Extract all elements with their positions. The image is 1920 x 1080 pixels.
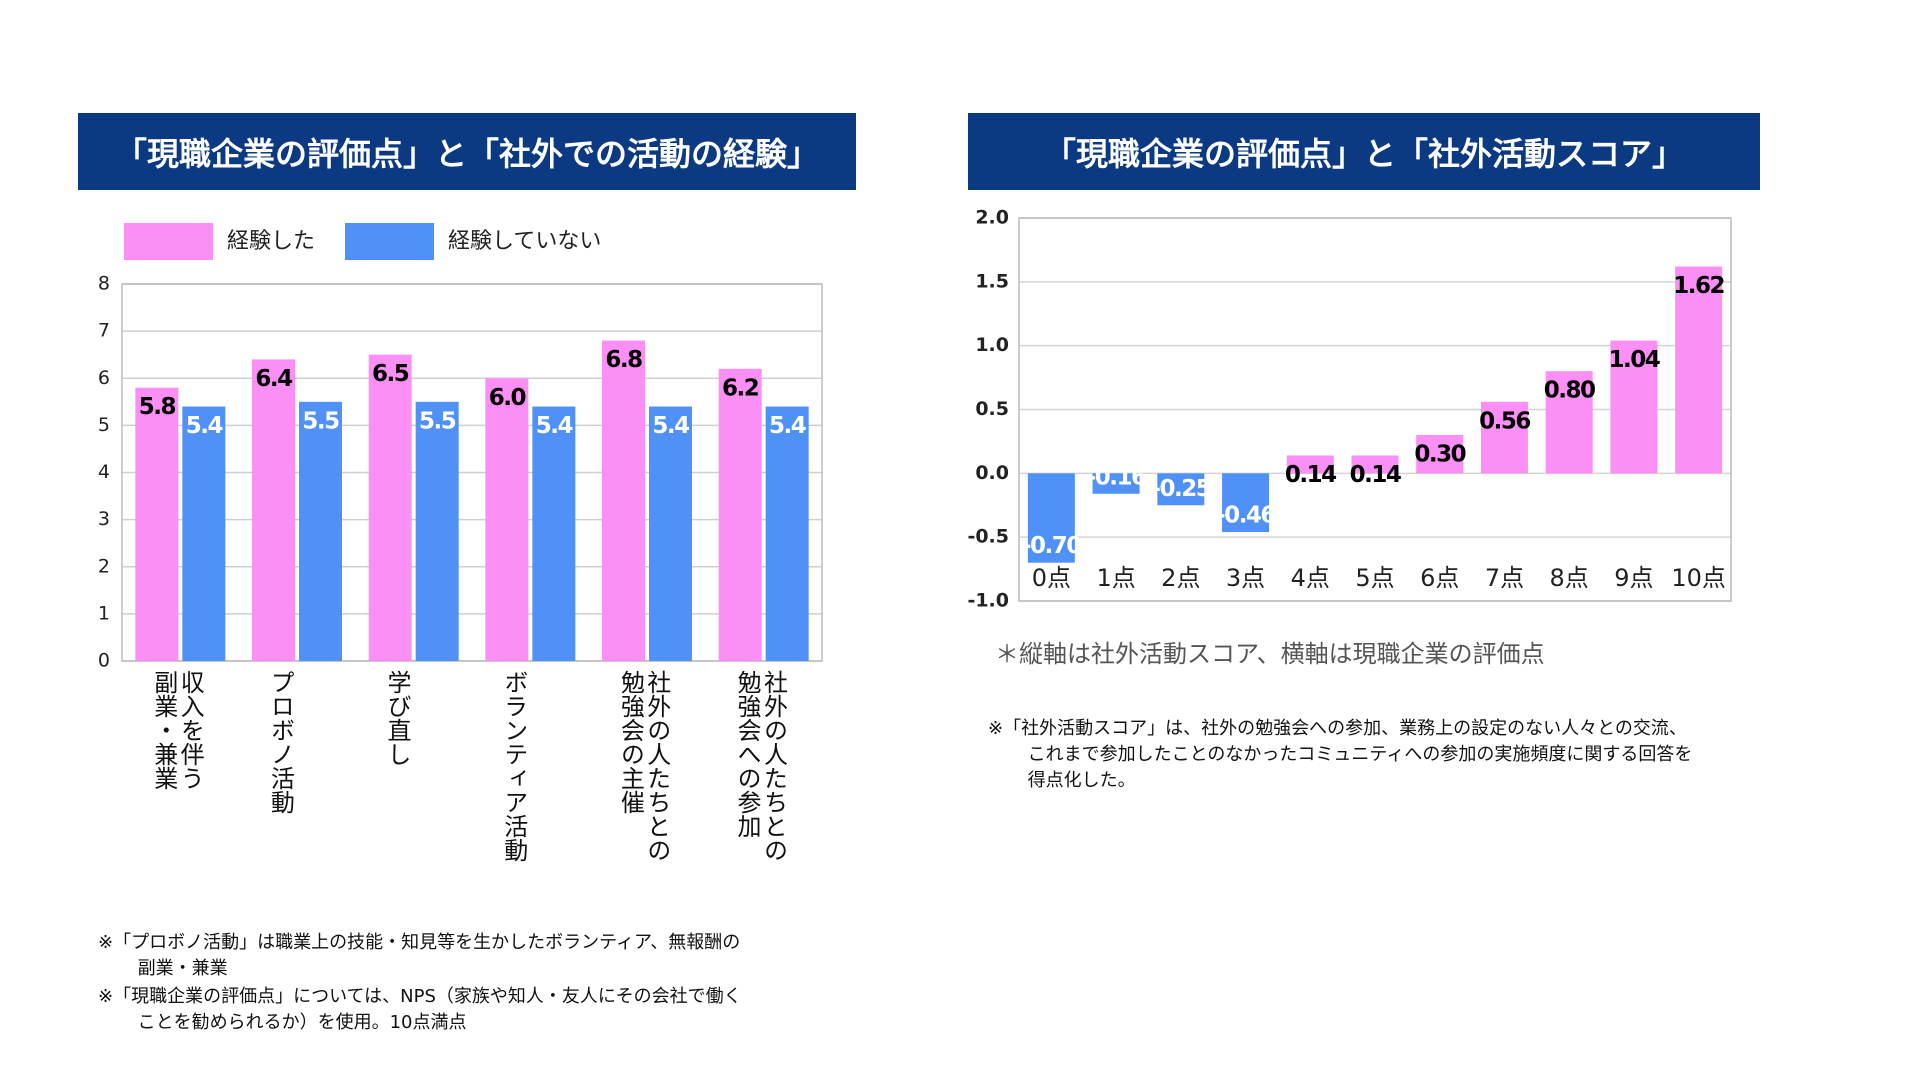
legend-label: 経験した <box>227 229 315 254</box>
y-tick-label: -1.0 <box>967 590 1009 612</box>
bar <box>1286 455 1334 474</box>
data-label: 0.80 <box>1544 378 1595 404</box>
data-label: 6.2 <box>722 375 758 401</box>
data-label: 5.4 <box>769 413 806 439</box>
y-tick-label: 0.5 <box>975 398 1009 420</box>
data-label: 6.5 <box>372 361 409 387</box>
bar <box>1351 455 1399 474</box>
x-tick-label: 0点 <box>1032 564 1071 592</box>
bar <box>485 378 529 661</box>
bar <box>252 359 295 661</box>
y-tick-label: 4 <box>98 461 110 483</box>
plot-border <box>1018 217 1732 602</box>
data-label: 0.56 <box>1479 408 1530 434</box>
x-tick-label: プロボノ活動 <box>266 670 295 814</box>
legend-swatch <box>345 223 434 260</box>
x-tick-label: 10点 <box>1671 564 1726 592</box>
axis-note: ＊縦軸は社外活動スコア、横軸は現職企業の評価点 <box>995 640 1545 668</box>
data-label: 5.4 <box>186 413 223 439</box>
bar <box>415 401 459 661</box>
legend-swatch <box>124 223 213 260</box>
x-tick-label: 7点 <box>1485 564 1524 592</box>
data-label: 5.8 <box>139 394 176 420</box>
bar <box>718 368 762 661</box>
y-tick-label: 5 <box>98 414 110 436</box>
y-tick-label: 1.5 <box>975 270 1009 292</box>
y-tick-label: 0.0 <box>975 462 1009 484</box>
y-tick-label: 1 <box>98 602 110 624</box>
x-tick-label: 5点 <box>1355 564 1394 592</box>
bar <box>1675 266 1723 474</box>
y-tick-label: -0.5 <box>967 526 1009 548</box>
data-label: 0.14 <box>1350 462 1401 488</box>
footnote: ※「現職企業の評価点」については、NPS（家族や知人・友人にその会社で働く こと… <box>98 986 742 1034</box>
bar <box>1416 435 1464 474</box>
bar <box>765 406 809 661</box>
x-tick-label: 1点 <box>1096 564 1135 592</box>
data-label: -0.16 <box>1087 464 1146 490</box>
data-label: -0.46 <box>1216 503 1275 529</box>
y-tick-label: 3 <box>98 508 110 530</box>
x-tick-label: ボランティア活動 <box>499 670 528 862</box>
bar <box>1157 473 1205 506</box>
footnote: ※「プロボノ活動」は職業上の技能・知見等を生かしたボランティア、無報酬の 副業・… <box>98 932 741 980</box>
x-tick-label: 学び直し <box>383 670 412 766</box>
bar <box>602 340 645 661</box>
data-label: 1.04 <box>1609 347 1660 373</box>
data-label: -0.25 <box>1151 476 1210 502</box>
bar <box>1222 473 1270 533</box>
bar <box>135 387 179 661</box>
data-label: 1.62 <box>1673 273 1724 299</box>
data-label: 5.4 <box>536 413 573 439</box>
data-label: 6.4 <box>255 366 292 392</box>
y-tick-label: 2.0 <box>975 207 1009 229</box>
data-label: 6.8 <box>605 347 642 373</box>
bar <box>1545 371 1593 474</box>
bar <box>182 406 226 661</box>
x-tick-label: 収入を伴う 副業・兼業 <box>149 670 205 790</box>
x-tick-label: 8点 <box>1550 564 1589 592</box>
y-tick-label: 0 <box>98 650 110 672</box>
bar <box>1092 473 1140 494</box>
bar <box>1027 473 1075 563</box>
x-tick-label: 2点 <box>1161 564 1200 592</box>
bar <box>532 406 576 661</box>
chart-title: 「現職企業の評価点」と「社外活動スコア」 <box>968 113 1760 190</box>
legend-label: 経験していない <box>448 229 601 254</box>
data-label: 5.5 <box>302 408 339 434</box>
x-tick-label: 社外の人たちとの 勉強会への参加 <box>733 670 788 862</box>
y-tick-label: 8 <box>98 273 110 295</box>
bar <box>299 401 342 661</box>
data-label: -0.70 <box>1022 533 1081 559</box>
x-tick-label: 9点 <box>1614 564 1653 592</box>
data-label: 0.30 <box>1414 442 1465 468</box>
data-label: 5.4 <box>652 413 689 439</box>
y-tick-label: 6 <box>98 367 110 389</box>
chart-title: 「現職企業の評価点」と「社外での活動の経験」 <box>78 113 856 190</box>
bar <box>649 406 692 661</box>
x-tick-label: 6点 <box>1420 564 1459 592</box>
y-tick-label: 2 <box>98 555 110 577</box>
bar <box>1480 401 1528 474</box>
y-tick-label: 1.0 <box>975 334 1009 356</box>
x-tick-label: 4点 <box>1291 564 1330 592</box>
plot-border <box>121 283 823 662</box>
data-label: 6.0 <box>489 385 526 411</box>
bar <box>368 354 412 661</box>
data-label: 5.5 <box>419 408 456 434</box>
x-tick-label: 3点 <box>1226 564 1265 592</box>
y-tick-label: 7 <box>98 320 110 342</box>
x-tick-label: 社外の人たちとの 勉強会の主催 <box>616 670 671 862</box>
footnote: ※「社外活動スコア」は、社外の勉強会への参加、業務上の設定のない人々との交流、 … <box>988 718 1693 792</box>
bar <box>1610 340 1658 474</box>
data-label: 0.14 <box>1285 462 1336 488</box>
